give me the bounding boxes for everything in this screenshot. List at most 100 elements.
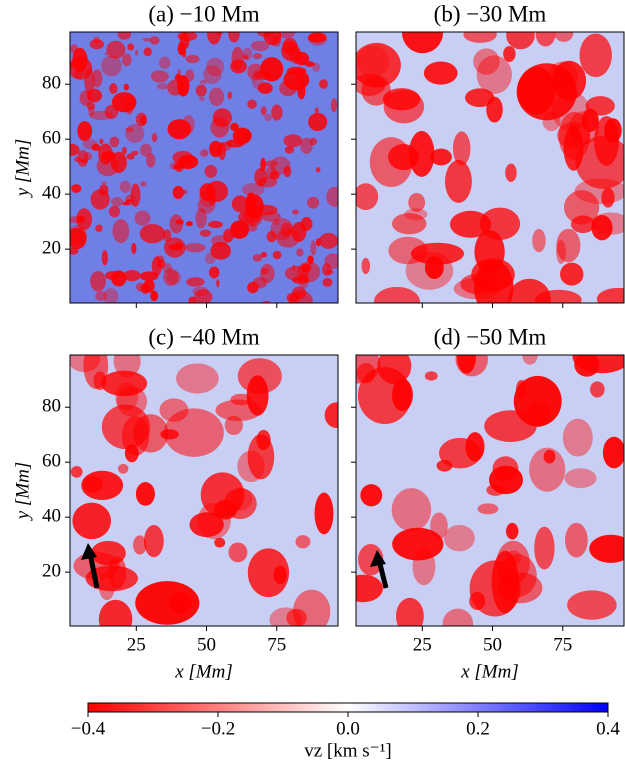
red-patch [572, 355, 624, 374]
red-patch [534, 526, 555, 570]
y-tick-label: 80 [42, 396, 61, 417]
red-patch [108, 205, 121, 218]
red-patch [260, 106, 267, 116]
red-patch [522, 355, 538, 365]
red-patch [567, 590, 617, 620]
red-patch [150, 290, 159, 302]
red-patch [98, 599, 133, 626]
y-tick-label: 40 [42, 506, 61, 527]
red-patch [208, 266, 220, 279]
red-patch [382, 88, 421, 111]
red-patch [556, 240, 566, 264]
red-patch [199, 79, 208, 85]
y-axis-label: y [Mm] [12, 462, 33, 522]
arrows [81, 543, 389, 589]
red-patch [230, 393, 252, 406]
red-patch [109, 83, 118, 95]
red-patch [312, 62, 321, 73]
colorbar-tick-label: 0.2 [466, 718, 490, 739]
red-patch [70, 224, 87, 246]
red-patch [101, 181, 108, 185]
red-patch [175, 219, 184, 225]
red-patch [395, 597, 424, 626]
red-patch [498, 554, 537, 598]
panel-frame [355, 354, 625, 627]
red-patch [241, 183, 265, 197]
red-patch [143, 47, 152, 57]
red-patch [360, 484, 383, 507]
red-patch [517, 66, 556, 115]
red-patch [108, 556, 127, 589]
red-patch [210, 241, 231, 260]
red-patch [473, 260, 514, 303]
x-axis-label: x [Mm] [174, 661, 233, 682]
red-patch [260, 251, 267, 258]
red-patch [356, 362, 376, 384]
red-patch [231, 195, 249, 213]
red-patch [183, 189, 187, 195]
red-patch [529, 447, 566, 492]
red-patch [247, 99, 257, 109]
red-patch [208, 87, 225, 107]
red-patch [206, 57, 225, 77]
red-patch [185, 54, 200, 64]
red-patch [506, 32, 535, 50]
red-patch [99, 138, 104, 145]
red-patch [438, 437, 482, 469]
x-tick-label: 50 [197, 634, 216, 655]
red-patch [105, 270, 120, 281]
red-patch [404, 208, 428, 221]
panel-title: (a) −10 Mm [148, 1, 259, 26]
colorbar-tick-label: −0.4 [71, 718, 106, 739]
panel-title: (d) −50 Mm [434, 324, 547, 349]
red-patch [204, 164, 218, 178]
red-patch [90, 189, 110, 210]
red-patch [169, 214, 184, 234]
red-patch [436, 459, 453, 472]
red-patch [208, 220, 223, 229]
red-patch [424, 256, 444, 280]
colorbar-label: vz [km s⁻¹] [304, 740, 392, 761]
red-patch [150, 70, 169, 83]
red-patch [70, 247, 79, 255]
arrow-head [370, 550, 386, 567]
x-tick-label: 25 [127, 634, 146, 655]
red-patch [479, 207, 521, 240]
red-patch [104, 104, 119, 119]
red-patch [283, 69, 310, 91]
red-patch [131, 242, 137, 254]
red-patch [242, 54, 249, 60]
red-patch [515, 379, 527, 400]
red-patch [167, 79, 184, 96]
red-patch [151, 132, 158, 143]
red-patch [111, 92, 137, 113]
red-patch [182, 114, 195, 134]
red-patch [579, 33, 612, 78]
panel-image [70, 355, 338, 626]
red-patch [264, 114, 272, 122]
x-tick-label: 50 [483, 634, 502, 655]
red-patch [535, 32, 556, 47]
red-patch [77, 121, 93, 141]
red-patch [125, 199, 132, 203]
panel-image [356, 355, 624, 626]
red-patch [315, 238, 322, 247]
colorbar-tick-label: −0.2 [201, 718, 235, 739]
red-patch [112, 219, 130, 244]
red-patch [101, 370, 148, 397]
red-patch [442, 608, 474, 626]
red-patch [252, 254, 263, 262]
red-patch [72, 502, 112, 540]
red-patch [158, 56, 171, 70]
red-patch [589, 534, 624, 563]
red-patch [139, 271, 159, 281]
red-patch [123, 83, 130, 91]
red-patch [330, 98, 338, 113]
panel-frame [69, 31, 339, 304]
red-patch [373, 286, 421, 303]
red-patch [101, 250, 108, 266]
y-tick-label: 80 [42, 73, 61, 94]
red-patch [401, 32, 444, 54]
red-patch [391, 488, 432, 532]
